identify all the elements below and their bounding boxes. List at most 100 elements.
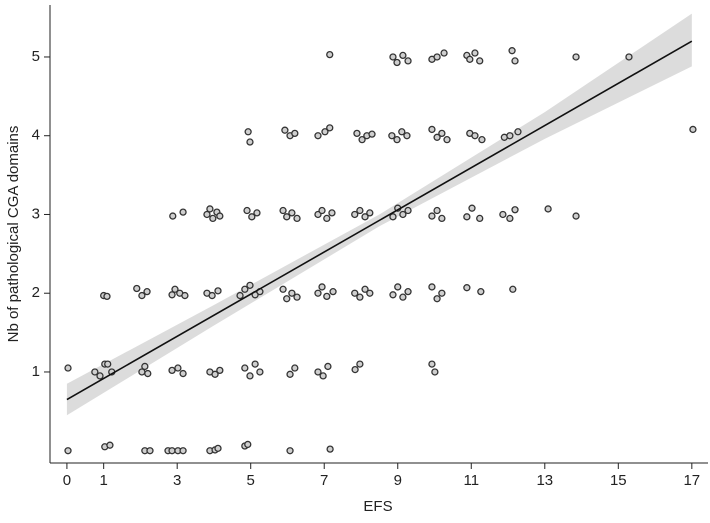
point xyxy=(463,284,471,292)
point xyxy=(241,364,249,372)
point xyxy=(438,129,446,138)
y-axis-label: Nb of pathological CGA domains xyxy=(5,126,22,343)
point xyxy=(388,132,396,140)
point xyxy=(477,287,485,296)
point xyxy=(286,447,294,455)
point xyxy=(428,283,436,291)
point xyxy=(319,372,327,380)
point xyxy=(64,364,72,372)
point xyxy=(256,368,264,376)
confidence-band xyxy=(66,13,692,416)
point xyxy=(103,292,111,301)
point xyxy=(399,210,407,219)
point xyxy=(476,214,484,223)
point xyxy=(248,213,256,221)
y-tick-label: 5 xyxy=(32,48,40,65)
point xyxy=(433,295,441,303)
point xyxy=(506,132,514,140)
point xyxy=(203,210,211,219)
regression-line xyxy=(66,40,693,401)
point xyxy=(288,209,296,217)
point xyxy=(356,206,364,215)
point xyxy=(206,205,214,213)
point xyxy=(279,206,287,215)
point xyxy=(64,447,72,455)
point xyxy=(321,128,329,136)
point xyxy=(438,289,446,297)
point xyxy=(283,295,291,303)
point xyxy=(351,365,359,374)
y-tick-label: 3 xyxy=(32,205,40,222)
x-tick-label: 3 xyxy=(173,472,181,489)
point xyxy=(291,364,299,372)
point xyxy=(499,210,507,219)
point xyxy=(393,136,401,144)
x-tick-label: 13 xyxy=(536,472,553,489)
point xyxy=(399,293,407,301)
point xyxy=(214,287,222,295)
point xyxy=(326,50,334,59)
point xyxy=(209,214,217,223)
point xyxy=(133,284,141,293)
point xyxy=(433,206,441,215)
x-tick-label: 1 xyxy=(99,472,107,489)
point xyxy=(328,209,336,217)
point xyxy=(393,58,401,67)
point xyxy=(146,447,154,455)
point xyxy=(281,126,289,134)
x-axis-label: EFS xyxy=(363,498,392,515)
point xyxy=(179,447,187,455)
point xyxy=(366,209,374,217)
point xyxy=(179,208,187,216)
point xyxy=(211,370,219,378)
y-tick-label: 2 xyxy=(32,284,40,301)
point xyxy=(368,130,376,138)
point xyxy=(323,214,331,223)
point xyxy=(443,136,451,144)
point xyxy=(358,136,366,144)
point xyxy=(174,364,182,372)
point xyxy=(361,213,369,221)
point xyxy=(293,214,301,223)
point xyxy=(361,285,369,293)
point xyxy=(389,53,397,61)
point xyxy=(404,287,412,296)
point xyxy=(323,292,331,301)
point xyxy=(572,53,580,61)
point xyxy=(399,51,407,60)
point xyxy=(253,209,261,217)
x-tick-label: 11 xyxy=(463,472,479,489)
point xyxy=(208,291,216,300)
point xyxy=(433,53,441,61)
point xyxy=(286,370,294,378)
point xyxy=(144,369,152,378)
point xyxy=(394,283,402,291)
point xyxy=(508,47,516,55)
point xyxy=(351,289,359,297)
point xyxy=(511,57,519,65)
y-tick-label: 4 xyxy=(32,127,40,144)
point xyxy=(318,206,326,215)
point xyxy=(438,214,446,223)
point xyxy=(138,291,146,300)
point xyxy=(168,447,176,455)
point xyxy=(431,368,439,376)
point xyxy=(463,213,471,221)
point xyxy=(471,132,479,140)
point xyxy=(171,285,179,293)
point xyxy=(433,133,441,141)
point xyxy=(514,128,522,136)
point xyxy=(283,213,291,221)
point xyxy=(288,289,296,297)
point xyxy=(216,212,224,220)
point xyxy=(511,206,519,214)
point xyxy=(356,360,364,368)
point xyxy=(106,441,114,449)
point xyxy=(398,128,406,136)
point xyxy=(168,366,176,375)
point xyxy=(246,138,254,146)
point xyxy=(181,291,189,300)
point xyxy=(104,360,112,368)
point xyxy=(293,293,301,301)
x-tick-label: 5 xyxy=(247,472,255,489)
